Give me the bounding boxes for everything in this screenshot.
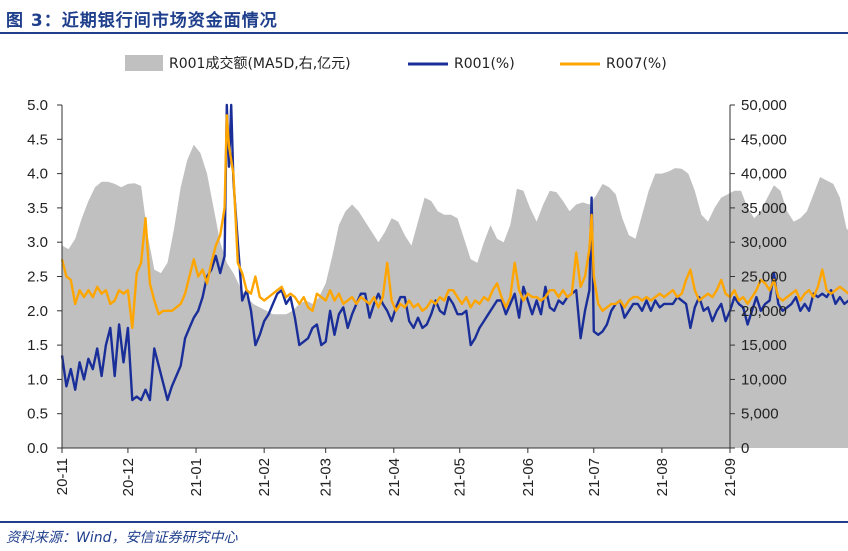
figure-title: 图 3：近期银行间市场资金面情况 <box>6 11 278 31</box>
y-right-tick-label: 10,000 <box>741 371 787 388</box>
x-tick-label: 20-11 <box>54 458 71 495</box>
title-rule <box>0 32 848 34</box>
y-left-tick-label: 3.5 <box>27 200 48 217</box>
y-right-tick-label: 50,000 <box>741 97 787 114</box>
y-left-tick-label: 5.0 <box>27 97 48 114</box>
legend-volume-label: R001成交额(MA5D,右,亿元) <box>169 55 351 72</box>
y-left-tick-label: 0.5 <box>27 406 48 423</box>
y-right-tick-label: 5,000 <box>741 406 779 423</box>
y-left-tick-label: 4.5 <box>27 131 48 148</box>
x-tick-label: 21-04 <box>386 458 403 496</box>
y-right-tick-label: 30,000 <box>741 234 787 251</box>
y-right-tick-label: 15,000 <box>741 337 787 354</box>
y-right-tick-label: 0 <box>741 440 749 457</box>
y-right-tick-label: 40,000 <box>741 166 787 183</box>
y-left-tick-label: 2.0 <box>27 303 48 320</box>
x-tick-label: 21-08 <box>654 458 671 496</box>
y-right-tick-label: 20,000 <box>741 303 787 320</box>
x-tick-label: 21-03 <box>318 458 335 496</box>
chart-area: R001成交额(MA5D,右,亿元) R001(%) R007(%) 0.0 0.5 1… <box>27 55 848 496</box>
legend-volume-swatch <box>125 55 163 71</box>
legend-r007-label: R007(%) <box>606 56 667 72</box>
source-note: 资料来源：Wind，安信证券研究中心 <box>6 530 238 546</box>
y-left-tick-label: 1.0 <box>27 371 48 388</box>
y-right-tick-label: 45,000 <box>741 131 787 148</box>
source-rule <box>0 521 848 523</box>
x-tick-label: 21-07 <box>586 458 603 496</box>
x-tick-label: 21-02 <box>256 458 273 496</box>
legend: R001成交额(MA5D,右,亿元) R001(%) R007(%) <box>125 55 667 72</box>
y-right-tick-label: 35,000 <box>741 200 787 217</box>
legend-r001-label: R001(%) <box>454 56 515 72</box>
x-tick-label: 21-06 <box>520 458 537 496</box>
y-left-tick-label: 4.0 <box>27 166 48 183</box>
x-tick-label: 21-01 <box>188 458 205 496</box>
y-left-tick-label: 1.5 <box>27 337 48 354</box>
series-volume-area <box>62 144 848 448</box>
x-tick-label: 20-12 <box>120 458 137 496</box>
axes: 0.0 0.5 1.0 1.5 2.0 2.5 3.0 3.5 4.0 4.5 5.0 0 5,000 1… <box>27 97 787 496</box>
y-left-tick-label: 0.0 <box>27 440 48 457</box>
series-r007-line <box>60 114 848 330</box>
y-left-tick-label: 3.0 <box>27 234 48 251</box>
y-left-tick-label: 2.5 <box>27 269 48 286</box>
y-right-tick-label: 25,000 <box>741 269 787 286</box>
x-tick-label: 21-05 <box>452 458 469 496</box>
x-tick-label: 21-09 <box>722 458 739 496</box>
